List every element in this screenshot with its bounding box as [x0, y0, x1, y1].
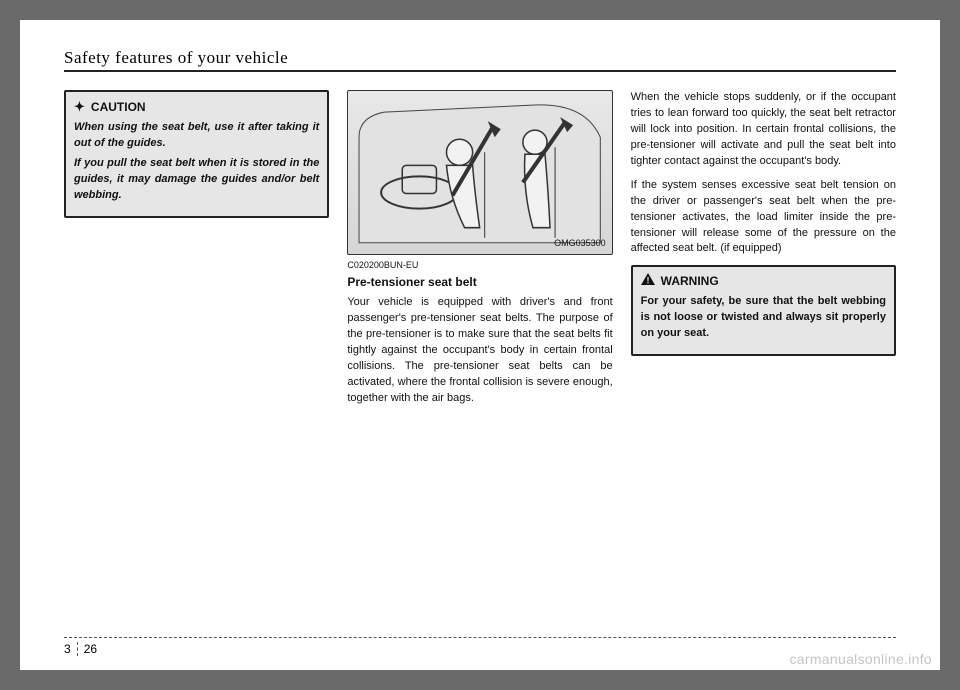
warning-callout: ! WARNING For your safety, be sure that …: [631, 265, 896, 355]
content-columns: ✦ CAUTION When using the seat belt, use …: [64, 90, 896, 415]
illustration-figure: OMG035300: [347, 90, 612, 255]
warning-header: ! WARNING: [641, 273, 886, 290]
section-body: Your vehicle is equipped with driver's a…: [347, 295, 612, 407]
warning-label: WARNING: [661, 273, 719, 290]
watermark-text: carmanualsonline.info: [790, 651, 933, 667]
page-header-title: Safety features of your vehicle: [64, 48, 896, 68]
caution-header: ✦ CAUTION: [74, 98, 319, 117]
header-rule: Safety features of your vehicle: [64, 48, 896, 72]
manual-page: Safety features of your vehicle ✦ CAUTIO…: [20, 20, 940, 670]
column-1: ✦ CAUTION When using the seat belt, use …: [64, 90, 329, 415]
section-heading: Pre-tensioner seat belt: [347, 274, 612, 291]
warning-icon: !: [641, 273, 655, 290]
document-code: C020200BUN-EU: [347, 259, 612, 272]
warning-text: For your safety, be sure that the belt w…: [641, 294, 886, 342]
page-footer: 3 26: [64, 637, 896, 656]
page-number: 26: [84, 642, 97, 656]
chapter-number: 3: [64, 642, 78, 656]
column-2: OMG035300 C020200BUN-EU Pre-tensioner se…: [347, 90, 612, 415]
caution-callout: ✦ CAUTION When using the seat belt, use …: [64, 90, 329, 218]
col3-paragraph-1: When the vehicle stops suddenly, or if t…: [631, 90, 896, 170]
caution-label: CAUTION: [91, 99, 146, 116]
svg-text:!: !: [646, 276, 649, 286]
caution-text-2: If you pull the seat belt when it is sto…: [74, 156, 319, 204]
column-3: When the vehicle stops suddenly, or if t…: [631, 90, 896, 415]
figure-code: OMG035300: [554, 237, 606, 250]
seatbelt-illustration: [354, 97, 605, 248]
caution-text-1: When using the seat belt, use it after t…: [74, 120, 319, 152]
warning-body: For your safety, be sure that the belt w…: [641, 294, 886, 342]
col3-paragraph-2: If the system senses excessive seat belt…: [631, 178, 896, 258]
caution-body: When using the seat belt, use it after t…: [74, 120, 319, 204]
caution-icon: ✦: [74, 98, 85, 117]
page-numbers: 3 26: [64, 642, 896, 656]
